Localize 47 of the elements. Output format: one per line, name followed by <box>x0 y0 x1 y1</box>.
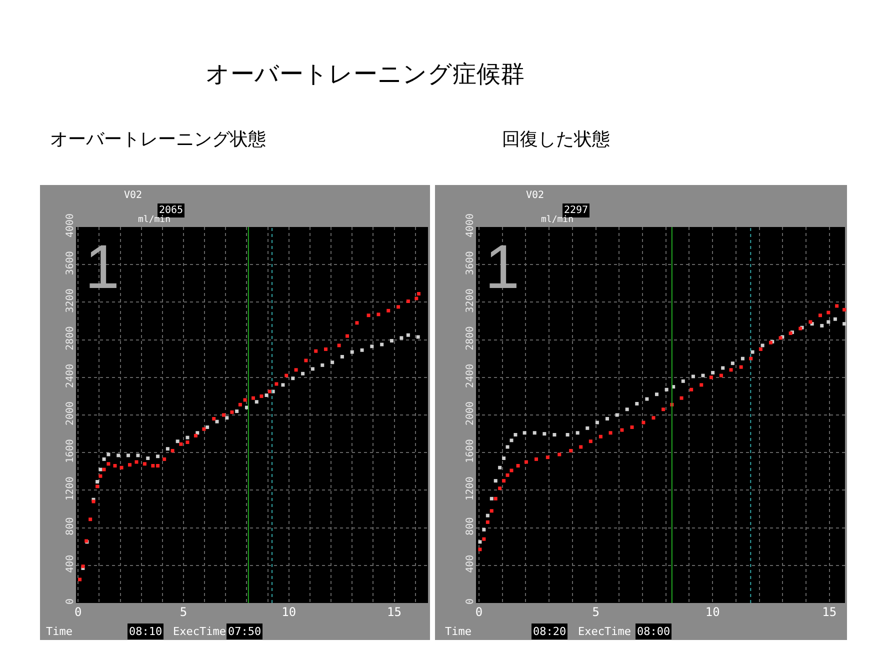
y-tick-label: 3200 <box>465 288 476 313</box>
y-tick-label: 1200 <box>65 476 76 501</box>
text: ExecTime <box>578 625 631 638</box>
y-tick-label: 4000 <box>65 213 76 238</box>
x-tick-label: 5 <box>592 605 600 619</box>
text: ExecTime <box>173 625 226 638</box>
text: 08:20 <box>533 625 566 638</box>
y-tick-label: 800 <box>65 517 76 536</box>
y-tick-label: 1200 <box>465 476 476 501</box>
chart-title: 回復した状態 <box>502 128 610 151</box>
y-tick-label: 400 <box>65 554 76 573</box>
text: 08:00 <box>637 625 670 638</box>
y-tick-label: 2800 <box>65 326 76 350</box>
y-tick-label: 2400 <box>465 364 476 388</box>
y-tick-label: 0 <box>465 598 476 605</box>
y-tick-label: 2400 <box>65 364 76 388</box>
annotation: 1 <box>485 233 520 302</box>
x-tick-label: 15 <box>822 605 837 619</box>
x-tick-label: 15 <box>387 605 402 619</box>
y-tick-label: 0 <box>65 598 76 605</box>
y-tick-label: 2000 <box>65 401 76 426</box>
y-tick-label: 2800 <box>465 326 476 350</box>
y-tick-label: 800 <box>465 517 476 536</box>
y-tick-label: 3600 <box>465 251 476 276</box>
annotation: 1 <box>85 233 120 302</box>
text: 08:10 <box>129 625 162 638</box>
y-tick-label: 1600 <box>65 439 76 464</box>
text: 2065 <box>159 205 184 216</box>
text: ml/min <box>138 215 171 225</box>
text: ml/min <box>541 215 574 225</box>
chart-title: オーバートレーニング状態 <box>50 128 266 151</box>
y-tick-label: 2000 <box>465 401 476 426</box>
y-tick-label: 3200 <box>65 288 76 313</box>
y-tick-label: 3600 <box>65 251 76 276</box>
text: Time <box>46 625 72 638</box>
x-tick-label: 10 <box>705 605 720 619</box>
text: Time <box>445 625 472 638</box>
text: V02 <box>526 190 544 201</box>
text: V02 <box>124 190 142 201</box>
text: 2297 <box>564 205 588 216</box>
y-tick-label: 4000 <box>465 213 476 238</box>
x-tick-label: 5 <box>180 605 188 619</box>
x-tick-label: 10 <box>282 605 296 619</box>
y-tick-label: 1600 <box>465 439 476 464</box>
text: オーバートレーニング症候群 <box>204 59 526 90</box>
text: 07:50 <box>228 625 262 638</box>
y-tick-label: 400 <box>465 554 476 573</box>
